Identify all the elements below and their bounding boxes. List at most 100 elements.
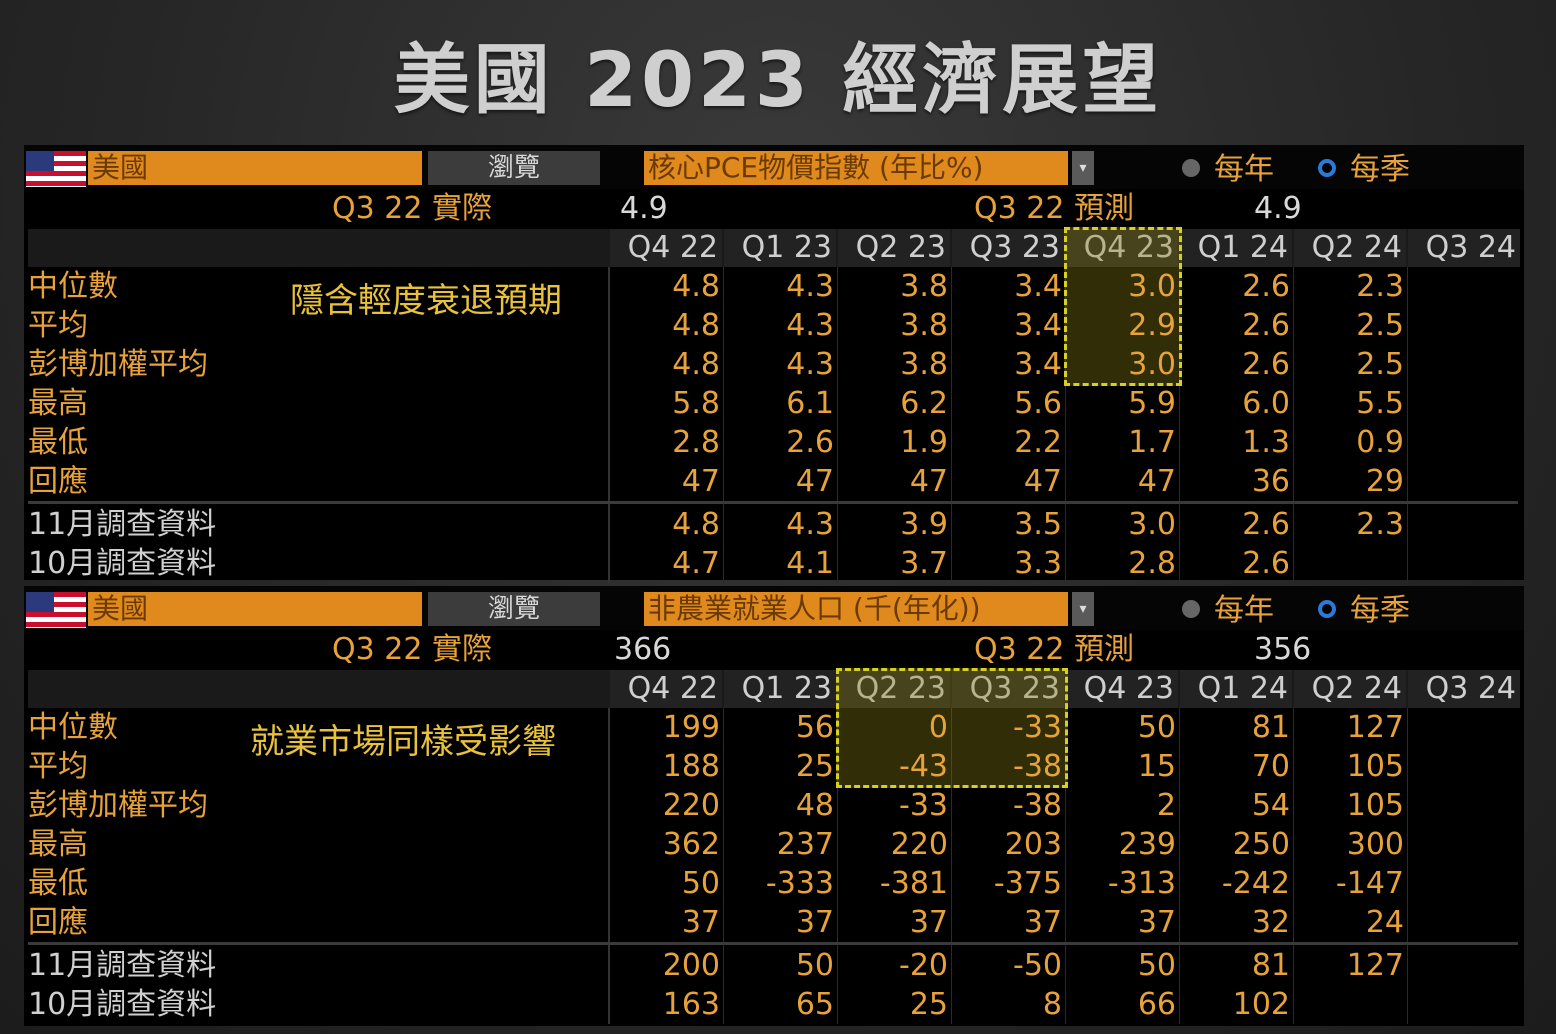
indicator-select[interactable]: 核心PCE物價指數 (年比%) <box>644 151 1068 185</box>
forecast-label: Q3 22 預測 <box>974 632 1134 667</box>
table-cell: 6.2 <box>900 386 948 421</box>
table-cell: 102 <box>1232 987 1290 1022</box>
table-cell: 37 <box>1137 905 1176 940</box>
indicator-select[interactable]: 非農業就業人口 (千(年化)) <box>644 592 1068 626</box>
table-cell: 50 <box>795 948 834 983</box>
table-cell: 2.6 <box>786 425 834 460</box>
column-header: Q2 23 <box>838 670 950 708</box>
survey-divider <box>28 942 1518 945</box>
browse-button[interactable]: 瀏覽 <box>428 151 600 185</box>
actual-label: Q3 22 實際 <box>332 632 492 667</box>
highlight-box <box>836 668 1068 788</box>
table-cell: 3.7 <box>900 546 948 581</box>
table-cell: 3.3 <box>1014 546 1062 581</box>
table-cell: -33 <box>899 788 948 823</box>
column-header-row: Q4 22 Q1 23 Q2 23 Q3 23 Q4 23 Q1 24 Q2 24 Q3 24 <box>28 229 1520 267</box>
country-field[interactable]: 美國 <box>88 151 422 185</box>
column-header: Q2 24 <box>1294 229 1406 267</box>
table-cell: 81 <box>1251 710 1290 745</box>
table-cell: 199 <box>662 710 720 745</box>
table-cell: 25 <box>795 749 834 784</box>
row-label: 10月調查資料 <box>28 546 217 581</box>
table-cell: 2.9 <box>1128 308 1176 343</box>
data-table: Q4 22 Q1 23 Q2 23 Q3 23 Q4 23 Q1 24 Q2 24 Q3 24… <box>28 227 1520 583</box>
radio-selected-icon <box>1318 158 1336 177</box>
chevron-down-icon[interactable]: ▾ <box>1072 592 1094 626</box>
table-cell: -38 <box>1013 788 1062 823</box>
column-header: Q4 23 <box>1066 670 1178 708</box>
table-cell: 4.3 <box>786 308 834 343</box>
table-cell: 5.6 <box>1014 386 1062 421</box>
table-cell: 2.6 <box>1242 269 1290 304</box>
table-cell: 48 <box>795 788 834 823</box>
country-field[interactable]: 美國 <box>88 592 422 626</box>
table-cell: 2.6 <box>1242 347 1290 382</box>
table-cell: -147 <box>1335 866 1404 901</box>
radio-selected-icon <box>1318 599 1336 618</box>
chevron-down-icon[interactable]: ▾ <box>1072 151 1094 185</box>
radio-yearly[interactable]: 每年 <box>1182 596 1274 626</box>
survey-divider <box>28 501 1518 504</box>
table-cell: 2.8 <box>1128 546 1176 581</box>
table-cell: 56 <box>795 710 834 745</box>
column-header: Q2 24 <box>1294 670 1406 708</box>
column-divider <box>723 708 724 1024</box>
table-cell: 4.8 <box>672 308 720 343</box>
table-cell: 3.8 <box>900 308 948 343</box>
table-cell: -381 <box>879 866 948 901</box>
table-cell: 3.0 <box>1128 347 1176 382</box>
column-header: Q1 23 <box>724 670 836 708</box>
table-cell: 220 <box>662 788 720 823</box>
table-cell: 4.1 <box>786 546 834 581</box>
annotation-note: 隱含輕度衰退預期 <box>290 281 562 321</box>
radio-yearly[interactable]: 每年 <box>1182 155 1274 185</box>
row-label: 中位數 <box>28 269 118 304</box>
table-cell: 2.3 <box>1356 507 1404 542</box>
flag-canton <box>26 151 54 171</box>
table-cell: 237 <box>776 827 834 862</box>
table-cell: 188 <box>662 749 720 784</box>
column-divider <box>1407 267 1408 583</box>
table-cell: 2.2 <box>1014 425 1062 460</box>
table-cell: 105 <box>1346 788 1404 823</box>
forecast-value: 356 <box>1254 632 1312 667</box>
table-cell: 127 <box>1346 710 1404 745</box>
radio-quarterly[interactable]: 每季 <box>1318 155 1410 185</box>
table-cell: 47 <box>681 464 720 499</box>
table-cell: 4.3 <box>786 347 834 382</box>
table-cell: 2.5 <box>1356 347 1404 382</box>
table-cell: 4.8 <box>672 507 720 542</box>
panel-header: 美國 瀏覽 非農業就業人口 (千(年化)) ▾ 每年 每季 <box>24 586 1524 630</box>
table-cell: 1.9 <box>900 425 948 460</box>
us-flag-icon <box>26 592 86 628</box>
column-header: Q4 22 <box>610 670 722 708</box>
browse-button[interactable]: 瀏覽 <box>428 592 600 626</box>
table-cell: 3.8 <box>900 269 948 304</box>
table-cell: 50 <box>681 866 720 901</box>
table-cell: 70 <box>1251 749 1290 784</box>
table-cell: 37 <box>681 905 720 940</box>
panel-header: 美國 瀏覽 核心PCE物價指數 (年比%) ▾ 每年 每季 <box>24 145 1524 189</box>
table-cell: 8 <box>1042 987 1062 1022</box>
radio-quarterly-label: 每季 <box>1350 593 1410 628</box>
column-header: Q3 24 <box>1408 229 1520 267</box>
table-cell: 220 <box>890 827 948 862</box>
table-cell: 3.9 <box>900 507 948 542</box>
table-cell: 105 <box>1346 749 1404 784</box>
column-header: Q2 23 <box>838 229 950 267</box>
table-cell: 239 <box>1118 827 1176 862</box>
table-cell: 25 <box>909 987 948 1022</box>
radio-quarterly[interactable]: 每季 <box>1318 596 1410 626</box>
table-cell: -43 <box>899 749 948 784</box>
table-cell: 50 <box>1137 948 1176 983</box>
table-cell: 0.9 <box>1356 425 1404 460</box>
table-cell: 4.8 <box>672 269 720 304</box>
column-header: Q1 24 <box>1180 229 1292 267</box>
forecast-label: Q3 22 預測 <box>974 191 1134 226</box>
table-cell: -333 <box>765 866 834 901</box>
column-divider <box>951 708 952 1024</box>
table-cell: 3.0 <box>1128 507 1176 542</box>
column-header: Q4 22 <box>610 229 722 267</box>
panel-nonfarm-payrolls: 美國 瀏覽 非農業就業人口 (千(年化)) ▾ 每年 每季 Q3 22 實際 366 Q3 22… <box>24 586 1524 1026</box>
table-cell: 37 <box>909 905 948 940</box>
